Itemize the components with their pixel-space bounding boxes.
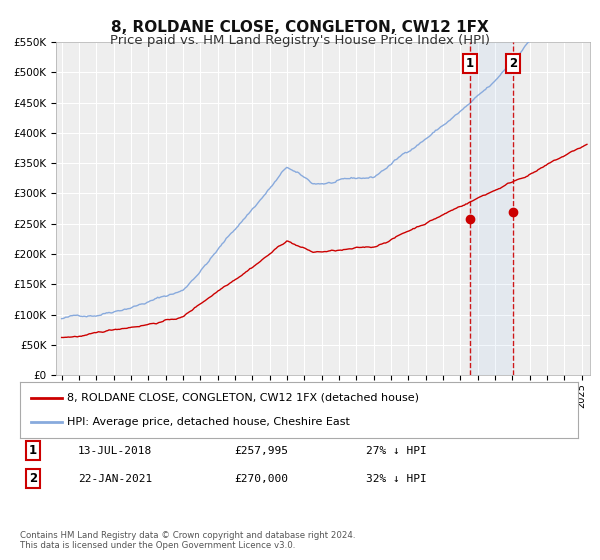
Text: Price paid vs. HM Land Registry's House Price Index (HPI): Price paid vs. HM Land Registry's House … bbox=[110, 34, 490, 46]
Bar bbox=[470, 42, 514, 375]
Text: 2: 2 bbox=[29, 472, 37, 486]
Text: 8, ROLDANE CLOSE, CONGLETON, CW12 1FX: 8, ROLDANE CLOSE, CONGLETON, CW12 1FX bbox=[111, 20, 489, 35]
Text: 13-JUL-2018: 13-JUL-2018 bbox=[78, 446, 152, 456]
Text: £270,000: £270,000 bbox=[234, 474, 288, 484]
Text: 1: 1 bbox=[29, 444, 37, 458]
Text: Contains HM Land Registry data © Crown copyright and database right 2024.
This d: Contains HM Land Registry data © Crown c… bbox=[20, 530, 355, 550]
Text: 8, ROLDANE CLOSE, CONGLETON, CW12 1FX (detached house): 8, ROLDANE CLOSE, CONGLETON, CW12 1FX (d… bbox=[67, 393, 419, 403]
Text: 1: 1 bbox=[466, 57, 474, 69]
Text: HPI: Average price, detached house, Cheshire East: HPI: Average price, detached house, Ches… bbox=[67, 417, 350, 427]
Text: 2: 2 bbox=[509, 57, 517, 69]
Text: 22-JAN-2021: 22-JAN-2021 bbox=[78, 474, 152, 484]
Text: £257,995: £257,995 bbox=[234, 446, 288, 456]
Text: 27% ↓ HPI: 27% ↓ HPI bbox=[366, 446, 427, 456]
Text: 32% ↓ HPI: 32% ↓ HPI bbox=[366, 474, 427, 484]
